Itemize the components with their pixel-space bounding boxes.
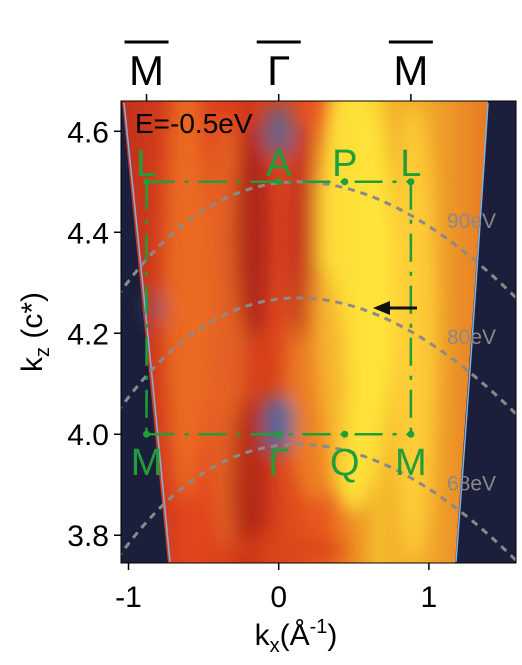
photon-energy-labels: 90eV 80eV 68eV	[447, 210, 496, 496]
bz-point-label: M	[131, 442, 163, 484]
y-tick-label: 4.6	[67, 116, 109, 149]
bz-point-marker	[407, 430, 415, 438]
y-tick-label: 4.4	[67, 217, 109, 250]
y-tick-label: 4.0	[67, 419, 109, 452]
photon-energy-label: 80eV	[447, 326, 496, 349]
intensity-blob	[145, 290, 166, 327]
intensity-blob	[262, 394, 295, 455]
y-axis-symbol: k	[16, 356, 49, 372]
x-axis-ticks: -1 0 1	[115, 563, 437, 614]
top-axis-label: M	[393, 47, 428, 94]
top-axis-label: Γ	[267, 47, 290, 94]
x-axis-unit-exponent: -1	[310, 616, 328, 638]
x-tick-label: 1	[421, 581, 438, 614]
photon-energy-arcs	[121, 180, 516, 563]
y-axis-subscript: z	[32, 347, 54, 357]
energy-annotation: E=-0.5eV	[135, 108, 253, 139]
bz-point-marker	[275, 178, 283, 186]
y-tick-label: 3.8	[67, 520, 109, 553]
y-tick-label: 4.2	[67, 318, 109, 351]
bz-point-marker	[341, 430, 349, 438]
intensity-blob	[262, 105, 295, 158]
bz-point-label: Q	[330, 442, 360, 484]
bz-point-label: M	[395, 442, 427, 484]
x-axis-unit-close: )	[327, 619, 337, 652]
photon-energy-arc	[121, 180, 516, 301]
bz-point-marker	[143, 430, 151, 438]
top-axis-label: M	[129, 47, 164, 94]
intensity-blob	[285, 122, 318, 343]
bz-point-label: L	[136, 143, 157, 185]
x-axis-subscript: x	[270, 635, 280, 657]
photon-energy-arc	[121, 296, 516, 417]
intensity-blob	[228, 394, 269, 563]
arrow-marker	[373, 301, 417, 316]
bz-point-marker	[275, 430, 283, 438]
intensity-features	[145, 101, 436, 563]
plot-frame	[120, 100, 517, 564]
bz-point-label: Γ	[268, 442, 289, 484]
y-axis-ticks: 3.8 4.0 4.2 4.4 4.6	[67, 116, 121, 553]
x-axis-title: kx(Å-1)	[255, 616, 338, 657]
y-axis-title: kz (c*)	[16, 292, 54, 372]
bz-point-label: P	[332, 143, 357, 185]
photon-energy-label: 90eV	[447, 210, 496, 233]
bz-point-label: A	[266, 143, 292, 185]
bz-point-marker	[407, 178, 415, 186]
photon-energy-arc	[121, 442, 516, 563]
y-axis-unit: (c*)	[16, 292, 49, 347]
high-symmetry-labels: L A P LM Γ Q M	[131, 143, 427, 484]
photon-energy-label: 68eV	[447, 472, 496, 495]
intensity-blob	[163, 101, 208, 503]
intensity-blob	[208, 538, 349, 563]
x-tick-label: 0	[270, 581, 287, 614]
x-axis-unit: (Å	[280, 619, 310, 652]
bz-point-marker	[341, 178, 349, 186]
x-tick-label: -1	[115, 581, 142, 614]
right-data-edge	[455, 102, 489, 563]
intensity-blob	[233, 122, 270, 343]
plot-area	[121, 101, 516, 563]
left-data-edge	[123, 102, 171, 563]
bz-point-label: L	[400, 143, 421, 185]
x-axis-symbol: k	[255, 619, 271, 652]
bz-point-marker	[143, 178, 151, 186]
